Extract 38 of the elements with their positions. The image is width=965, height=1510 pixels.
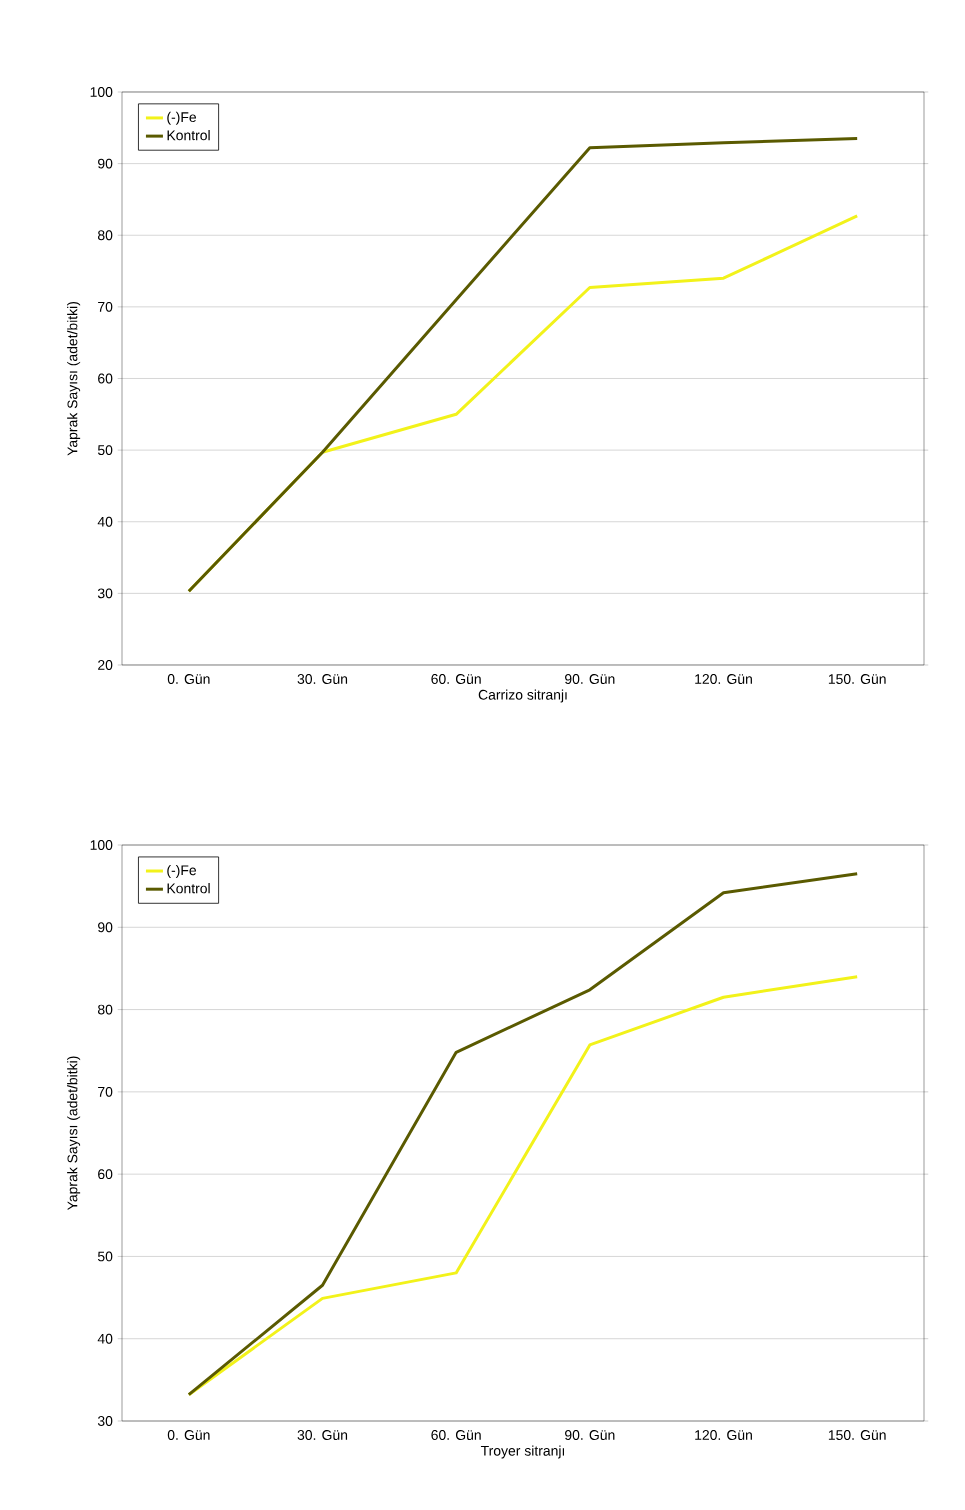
x-tick-label: 120. Gün bbox=[695, 674, 752, 684]
y-tick-label: 60 bbox=[98, 373, 113, 384]
x-tick-label: 90. Gün bbox=[565, 1430, 615, 1440]
x-tick-label: 120. Gün bbox=[695, 1430, 752, 1440]
legend-label: Kontrol bbox=[167, 130, 210, 141]
y-tick-label: 90 bbox=[98, 922, 113, 933]
y-tick-label: 50 bbox=[97, 445, 113, 456]
x-tick-label: 90. Gün bbox=[565, 674, 615, 684]
y-tick-label: 100 bbox=[90, 87, 113, 97]
y-tick-label: 100 bbox=[90, 840, 113, 850]
legend-label: (-)Fe bbox=[167, 111, 197, 125]
x-tick-label: 0. Gün bbox=[167, 674, 210, 684]
y-tick-label: 30 bbox=[97, 1416, 113, 1426]
x-tick-label: 30. Gün bbox=[297, 1430, 348, 1440]
y-tick-label: 40 bbox=[97, 516, 113, 527]
y-tick-label: 30 bbox=[97, 588, 113, 599]
y-tick-label: 80 bbox=[97, 230, 113, 241]
x-axis-title: Carrizo sitranjı bbox=[478, 689, 567, 703]
y-tick-label: 90 bbox=[98, 158, 113, 169]
y-tick-label: 50 bbox=[97, 1251, 113, 1262]
y-tick-label: 80 bbox=[97, 1004, 113, 1015]
legend-label: (-)Fe bbox=[167, 864, 197, 878]
legend-label: Kontrol bbox=[167, 883, 210, 894]
y-tick-label: 70 bbox=[98, 301, 113, 312]
x-tick-label: 60. Gün bbox=[431, 674, 481, 684]
x-axis-title: Troyer sitranjı bbox=[480, 1445, 565, 1459]
x-tick-label: 30. Gün bbox=[297, 674, 348, 684]
line-series bbox=[187, 975, 859, 1397]
y-axis-title: Yaprak Sayısı (adet/bitki) bbox=[67, 301, 81, 456]
y-tick-label: 20 bbox=[98, 660, 113, 670]
y-tick-label: 60 bbox=[98, 1169, 113, 1180]
y-tick-label: 70 bbox=[98, 1086, 113, 1097]
x-tick-label: 0. Gün bbox=[167, 1430, 210, 1440]
y-axis-title: Yaprak Sayısı (adet/bitki) bbox=[67, 1056, 81, 1211]
y-tick-label: 40 bbox=[97, 1333, 113, 1344]
x-tick-label: 150. Gün bbox=[828, 674, 886, 684]
x-tick-label: 60. Gün bbox=[431, 1430, 481, 1440]
x-tick-label: 150. Gün bbox=[828, 1430, 886, 1440]
